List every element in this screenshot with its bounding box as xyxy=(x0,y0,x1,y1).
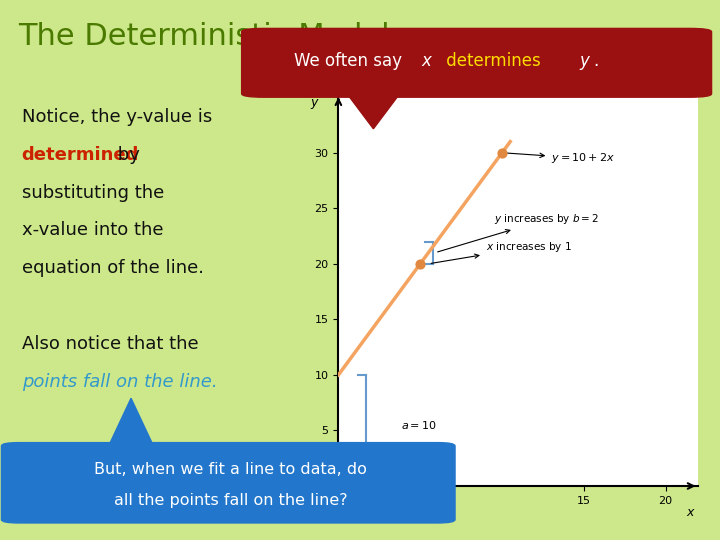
Text: all the points fall on the line?: all the points fall on the line? xyxy=(114,493,347,508)
Text: equation of the line.: equation of the line. xyxy=(22,259,204,277)
Point xyxy=(415,260,426,268)
Polygon shape xyxy=(109,399,153,444)
Text: $x$ increases by 1: $x$ increases by 1 xyxy=(431,240,572,264)
Text: determined: determined xyxy=(22,146,139,164)
Text: substituting the: substituting the xyxy=(22,184,164,201)
Text: x-value into the: x-value into the xyxy=(22,221,163,239)
Text: Notice, the y-value is: Notice, the y-value is xyxy=(22,108,212,126)
Text: by: by xyxy=(112,146,140,164)
Text: x: x xyxy=(422,52,431,70)
Text: y: y xyxy=(310,96,318,109)
Point xyxy=(496,148,508,157)
Text: Also notice that the: Also notice that the xyxy=(22,335,198,353)
Text: $a = 10$: $a = 10$ xyxy=(400,419,436,431)
Text: y: y xyxy=(580,52,590,70)
Text: But, when we fit a line to data, do: But, when we fit a line to data, do xyxy=(94,462,366,477)
Text: We often say: We often say xyxy=(294,52,408,70)
Text: x: x xyxy=(687,506,694,519)
Text: $y$ increases by $b = 2$: $y$ increases by $b = 2$ xyxy=(438,212,599,252)
Text: .: . xyxy=(593,52,598,70)
Text: $y = 10 + 2x$: $y = 10 + 2x$ xyxy=(505,151,615,165)
Text: points fall on the line.: points fall on the line. xyxy=(22,373,217,390)
Polygon shape xyxy=(347,94,400,129)
FancyBboxPatch shape xyxy=(1,443,455,523)
Text: The Deterministic Model: The Deterministic Model xyxy=(18,22,390,51)
FancyBboxPatch shape xyxy=(242,29,711,97)
Text: determines: determines xyxy=(441,52,546,70)
